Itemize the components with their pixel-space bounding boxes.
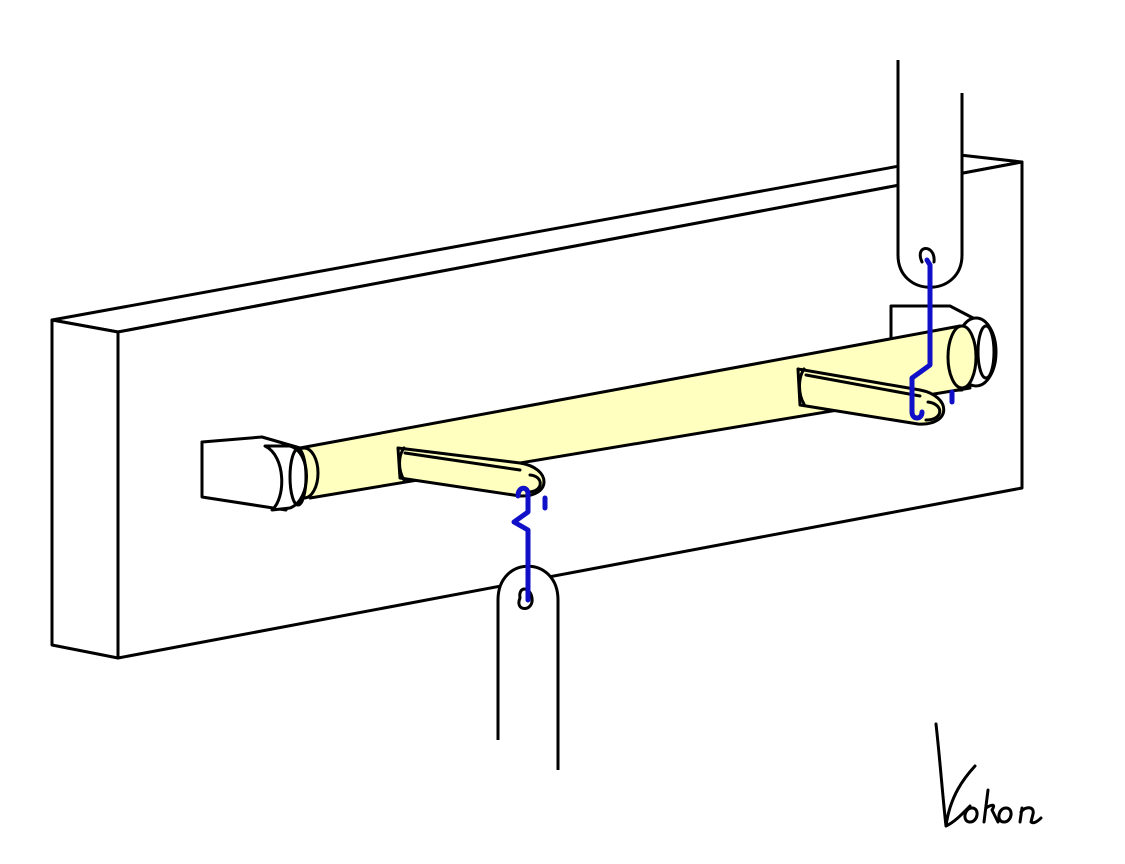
- lower-link-hole: [517, 587, 534, 610]
- upper-link-hole: [918, 247, 936, 264]
- signature: [934, 722, 1043, 828]
- left-end-cap: [200, 435, 308, 512]
- hook-left: [511, 485, 548, 603]
- upper-link: [896, 60, 964, 289]
- rod-right-end: [946, 324, 978, 390]
- upper-link-body: [896, 60, 964, 289]
- plate-side-face: [50, 318, 120, 660]
- right-bracket: [796, 367, 946, 426]
- hook-right: [909, 257, 955, 421]
